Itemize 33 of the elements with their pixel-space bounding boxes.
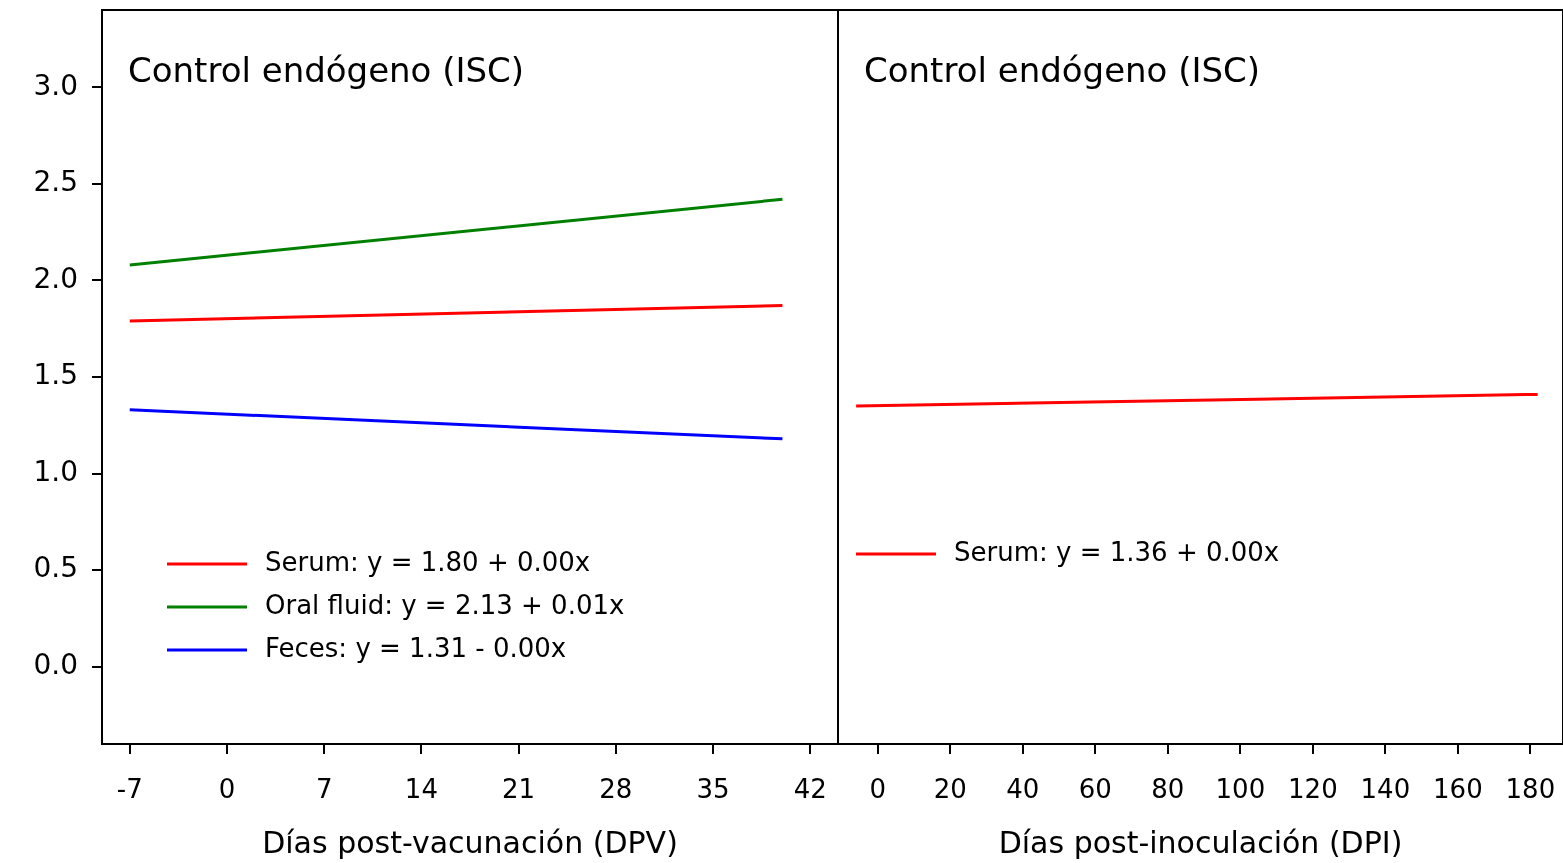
legend-label: Serum: y = 1.36 + 0.00x <box>954 536 1280 567</box>
x-tick-label: 35 <box>696 774 730 805</box>
x-tick-label: 60 <box>1078 774 1112 805</box>
y-tick-label: 2.5 <box>33 165 78 199</box>
x-tick-label: 42 <box>793 774 827 805</box>
text: Control endógeno (ISC) <box>864 50 1261 90</box>
x-tick-label: 120 <box>1288 774 1338 805</box>
x-tick-label: 0 <box>218 774 236 805</box>
y-tick-label: 2.0 <box>33 261 78 295</box>
x-tick-label: 100 <box>1215 774 1266 805</box>
x-tick-label: -7 <box>116 774 143 805</box>
x-tick-label: 21 <box>502 774 536 805</box>
x-tick-label: 7 <box>315 774 333 805</box>
legend-label: Oral fluid: y = 2.13 + 0.01x <box>265 589 625 620</box>
x-axis-title: Días post-vacunación (DPV) <box>262 824 678 860</box>
x-tick-label: 0 <box>869 774 887 805</box>
y-tick-label: 3.0 <box>33 68 78 102</box>
legend-label: Feces: y = 1.31 - 0.00x <box>265 632 567 663</box>
x-tick-label: 20 <box>933 774 967 805</box>
y-tick-label: 1.0 <box>33 454 78 488</box>
x-tick-label: 140 <box>1360 774 1411 805</box>
y-tick-label: 1.5 <box>33 358 78 392</box>
x-tick-label: 40 <box>1006 774 1040 805</box>
x-tick-label: 160 <box>1433 774 1483 805</box>
x-tick-label: 180 <box>1505 774 1556 805</box>
y-tick-label: 0.0 <box>33 648 78 682</box>
x-axis-title: Días post-inoculación (DPI) <box>998 824 1403 860</box>
x-tick-label: 80 <box>1151 774 1185 805</box>
x-tick-label: 14 <box>404 774 438 805</box>
legend-label: Serum: y = 1.80 + 0.00x <box>265 546 591 577</box>
y-tick-label: 0.5 <box>33 551 78 585</box>
text: Control endógeno (ISC) <box>128 50 525 90</box>
x-tick-label: 28 <box>599 774 633 805</box>
